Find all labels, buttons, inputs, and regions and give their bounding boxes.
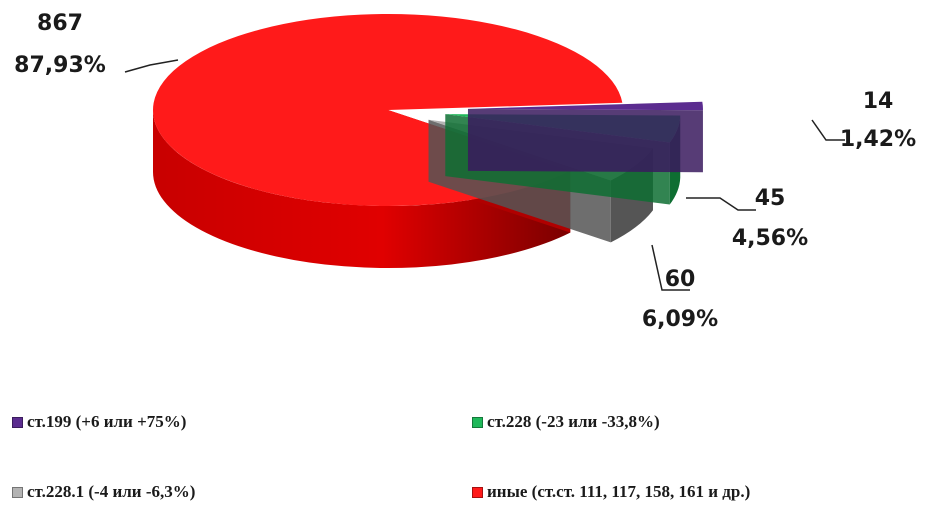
legend-label: иные (ст.ст. 111, 117, 158, 161 и др.): [487, 482, 751, 501]
data-label-value-0: 14: [863, 89, 894, 114]
leader-line-2: [651, 244, 690, 291]
pie-slice-0: [467, 101, 703, 111]
leader-lines: [124, 59, 845, 291]
data-label-percent-0: 1,42%: [840, 127, 916, 152]
legend-item-st228-1: ст.228.1 (-4 или -6,3%): [12, 482, 195, 502]
legend-label: ст.199 (+6 или +75%): [27, 412, 187, 431]
legend-label: ст.228 (-23 или -33,8%): [487, 412, 660, 431]
legend-swatch: [12, 486, 23, 498]
data-label-percent-1: 4,56%: [732, 226, 808, 251]
data-label-value-1: 45: [755, 186, 786, 211]
leader-line-1: [686, 197, 756, 211]
legend-swatch: [472, 416, 483, 428]
legend-item-st199: ст.199 (+6 или +75%): [12, 412, 186, 432]
legend-swatch: [12, 416, 23, 428]
legend-label: ст.228.1 (-4 или -6,3%): [27, 482, 196, 501]
pie-slice-wall-0: [467, 108, 703, 173]
pie-slices: [152, 13, 703, 268]
pie-slice-side-other: [153, 110, 571, 268]
data-labels: 14 1,42% 45 4,56% 60 6,09% 867 87,93%: [14, 11, 916, 332]
leader-line-0: [811, 119, 845, 141]
data-label-percent-3: 87,93%: [14, 53, 106, 78]
legend-item-st228: ст.228 (-23 или -33,8%): [472, 412, 660, 432]
leader-line-3: [124, 59, 179, 73]
data-label-value-3: 867: [37, 11, 83, 36]
data-label-value-2: 60: [665, 267, 696, 292]
data-label-percent-2: 6,09%: [642, 307, 718, 332]
pie-chart: 14 1,42% 45 4,56% 60 6,09% 867 87,93%: [14, 11, 916, 332]
legend: ст.199 (+6 или +75%) ст.228 (-23 или -33…: [0, 392, 928, 505]
legend-item-other: иные (ст.ст. 111, 117, 158, 161 и др.): [472, 482, 750, 502]
legend-swatch: [472, 486, 483, 498]
